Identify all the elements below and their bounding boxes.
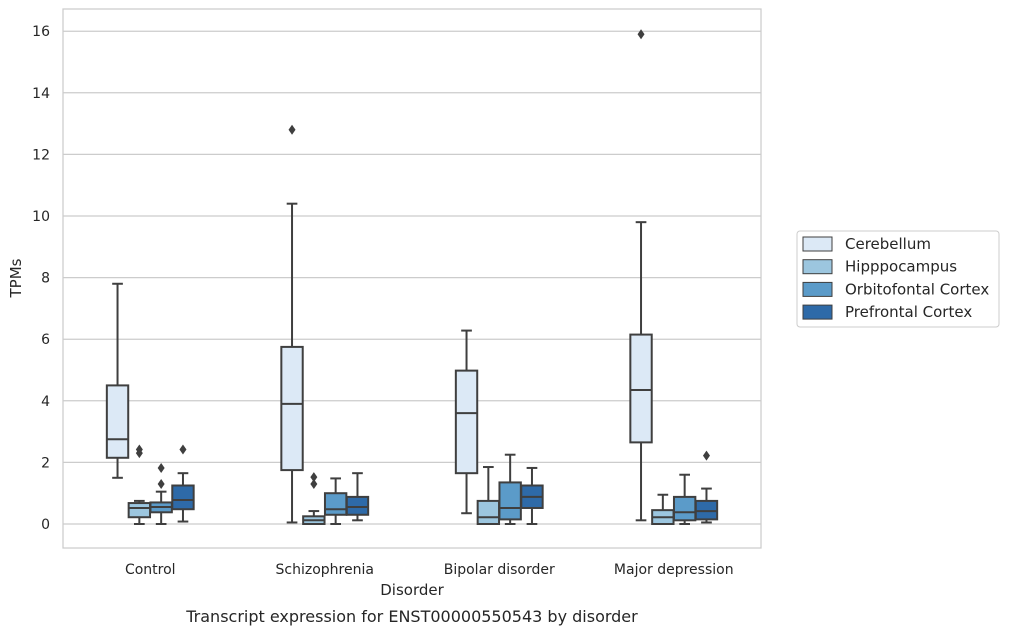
box-group — [651, 493, 675, 526]
box-body — [280, 345, 304, 472]
box-body — [323, 492, 348, 516]
x-tick-label: Control — [125, 562, 176, 578]
y-axis-label: TPMs — [7, 258, 25, 298]
box-group — [694, 450, 719, 524]
y-tick-labels: 0 2 4 6 8 10 12 14 16 — [32, 24, 50, 533]
outlier-marker — [702, 450, 710, 461]
y-tick-label: 16 — [32, 24, 50, 40]
box-group — [171, 444, 195, 523]
x-tick-label: Major depression — [614, 562, 734, 578]
grid-lines — [63, 30, 761, 525]
legend: Cerebellum Hipppocampus Orbitofontal Corte… — [796, 230, 1000, 328]
x-tick-label: Schizophrenia — [276, 562, 374, 578]
legend-swatch — [802, 236, 833, 252]
box-body — [498, 481, 522, 521]
legend-label: Cerebellum — [845, 235, 931, 253]
box-group — [345, 472, 370, 522]
box-body — [454, 369, 479, 475]
box-group — [280, 124, 304, 524]
box-body — [345, 495, 370, 516]
box-body — [171, 484, 195, 511]
outlier-marker — [288, 124, 296, 135]
box-body — [672, 495, 697, 522]
y-tick-label: 6 — [41, 332, 50, 348]
box-group — [127, 444, 152, 525]
box-group — [498, 453, 522, 525]
box-body — [476, 499, 501, 525]
y-tick-label: 8 — [41, 271, 50, 287]
chart-caption: Transcript expression for ENST0000055054… — [185, 607, 638, 626]
outlier-marker — [135, 444, 143, 455]
legend-swatch — [802, 281, 833, 297]
box-group — [323, 477, 348, 525]
legend-frame — [796, 230, 1000, 328]
box-group — [672, 473, 697, 525]
legend-swatch — [802, 259, 833, 275]
box-group — [476, 466, 501, 525]
box-group — [520, 466, 544, 525]
x-tick-labels: Control Schizophrenia Bipolar disorder Majo… — [125, 562, 734, 578]
plot-frame — [62, 8, 762, 549]
box-group — [149, 462, 173, 525]
box-body — [629, 333, 653, 444]
y-tick-label: 10 — [32, 209, 50, 225]
outlier-marker — [310, 472, 318, 483]
y-tick-label: 0 — [41, 517, 50, 533]
y-tick-label: 4 — [41, 394, 50, 410]
box-group — [302, 472, 326, 525]
y-tick-label: 14 — [32, 86, 50, 102]
boxes-layer — [105, 29, 719, 526]
x-tick-label: Bipolar disorder — [444, 562, 555, 578]
outlier-marker — [179, 444, 187, 455]
legend-swatch — [802, 304, 833, 320]
outlier-marker — [157, 462, 165, 473]
box-group — [629, 29, 653, 522]
y-tick-label: 2 — [41, 455, 50, 471]
box-body — [127, 502, 152, 519]
x-axis-label: Disorder — [380, 581, 444, 599]
box-group — [105, 282, 130, 479]
outlier-marker — [637, 29, 645, 40]
legend-label: Orbitofontal Cortex — [845, 280, 989, 298]
outlier-marker — [157, 478, 165, 489]
outlier-marker — [310, 478, 318, 489]
box-group — [454, 329, 479, 515]
box-body — [105, 384, 130, 459]
y-tick-label: 12 — [32, 147, 50, 163]
legend-label: Hipppocampus — [845, 258, 957, 276]
legend-label: Prefrontal Cortex — [845, 303, 972, 321]
